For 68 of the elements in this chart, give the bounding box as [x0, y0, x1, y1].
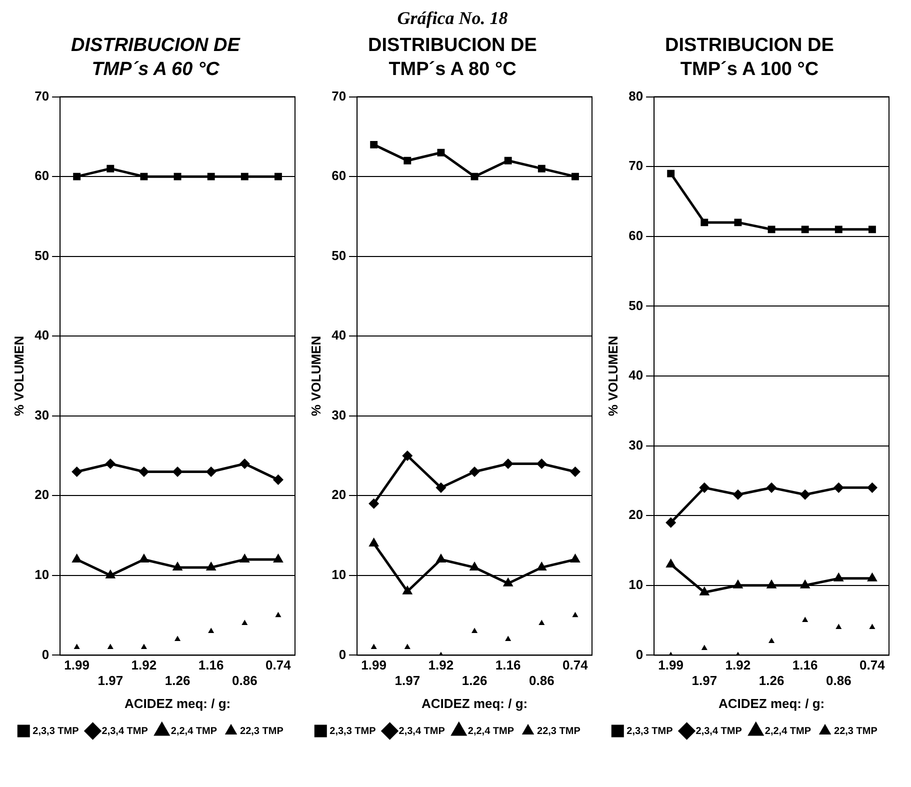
y-tick-label: 20 [332, 487, 346, 502]
x-tick-label: 1.26 [758, 673, 784, 688]
y-tick-label: 60 [628, 228, 644, 243]
x-tick-label: 0.74 [562, 658, 589, 673]
y-tick-label: 30 [628, 437, 644, 452]
legend-label: 2,3,3 TMP [32, 726, 80, 737]
legend-label: 2,3,3 TMP [626, 726, 674, 737]
x-tick-label: 0.74 [266, 658, 292, 673]
legend-label: 22,3 TMP [537, 726, 581, 737]
x-tick-label: 0.86 [826, 673, 852, 688]
x-tick-label: 1.97 [692, 673, 718, 688]
x-tick-label: 1.16 [495, 658, 521, 673]
y-tick-label: 50 [628, 298, 644, 313]
y-axis-title: % VOLUMEN [308, 336, 324, 416]
chart-title: DISTRIBUCION DE TMP´s A 80 °C [367, 34, 538, 82]
y-axis-title: % VOLUMEN [605, 336, 620, 416]
y-tick-label: 0 [636, 646, 644, 662]
x-tick-label: 1.92 [428, 658, 454, 673]
y-tick-label: 10 [34, 567, 50, 582]
y-tick-label: 70 [34, 88, 50, 104]
chart-title: DISTRIBUCION DE TMP´s A 60 °C [70, 34, 242, 82]
y-tick-label: 60 [34, 168, 50, 184]
x-tick-label: 1.99 [361, 658, 386, 673]
y-tick-label: 40 [628, 368, 644, 383]
x-tick-label: 1.92 [131, 658, 157, 673]
chart-title: DISTRIBUCION DE TMP´s A 100 °C [664, 34, 835, 82]
x-tick-label: 1.16 [792, 658, 818, 673]
legend-label: 2,3,4 TMP [398, 726, 446, 737]
legend-label: 22,3 TMP [240, 726, 284, 737]
x-tick-label: 0.86 [529, 673, 554, 688]
x-tick-label: 1.26 [164, 673, 190, 688]
x-tick-label: 0.74 [860, 658, 886, 673]
y-axis-title: % VOLUMEN [11, 336, 26, 416]
text: Gráfica No. 18 [397, 8, 508, 28]
x-axis-title: ACIDEZ meq: / g: [421, 696, 528, 711]
y-tick-label: 10 [628, 576, 644, 592]
y-tick-label: 0 [42, 646, 50, 662]
x-tick-label: 1.92 [725, 658, 751, 673]
x-tick-label: 0.86 [232, 673, 258, 688]
x-tick-label: 1.99 [658, 658, 684, 673]
legend-label: 2,3,4 TMP [102, 726, 148, 737]
y-tick-label: 70 [628, 158, 644, 174]
legend-label: 22,3 TMP [834, 726, 878, 737]
y-tick-label: 40 [332, 328, 346, 343]
legend-label: 2,2,4 TMP [764, 726, 812, 737]
x-tick-label: 1.97 [394, 673, 420, 688]
y-tick-label: 80 [628, 88, 644, 104]
y-tick-label: 30 [34, 407, 50, 422]
y-tick-label: 20 [34, 487, 50, 502]
y-tick-label: 50 [34, 248, 50, 263]
y-tick-label: 60 [332, 168, 346, 184]
x-tick-label: 1.16 [198, 658, 224, 673]
y-tick-label: 40 [34, 328, 50, 343]
legend-label: 2,2,4 TMP [170, 726, 218, 737]
y-tick-label: 10 [332, 567, 346, 582]
x-tick-label: 1.26 [462, 673, 488, 688]
y-tick-label: 70 [332, 88, 346, 104]
x-axis-title: ACIDEZ meq: / g: [124, 696, 231, 711]
legend-label: 2,3,3 TMP [330, 726, 376, 737]
legend-label: 2,3,4 TMP [696, 726, 742, 737]
y-tick-label: 20 [628, 507, 644, 522]
x-tick-label: 1.97 [98, 673, 124, 688]
legend-label: 2,2,4 TMP [468, 726, 514, 737]
x-tick-label: 1.99 [64, 658, 90, 673]
y-tick-label: 50 [332, 248, 346, 263]
y-tick-label: 30 [332, 407, 346, 422]
y-tick-label: 0 [338, 646, 346, 662]
x-axis-title: ACIDEZ meq: / g: [718, 696, 825, 711]
